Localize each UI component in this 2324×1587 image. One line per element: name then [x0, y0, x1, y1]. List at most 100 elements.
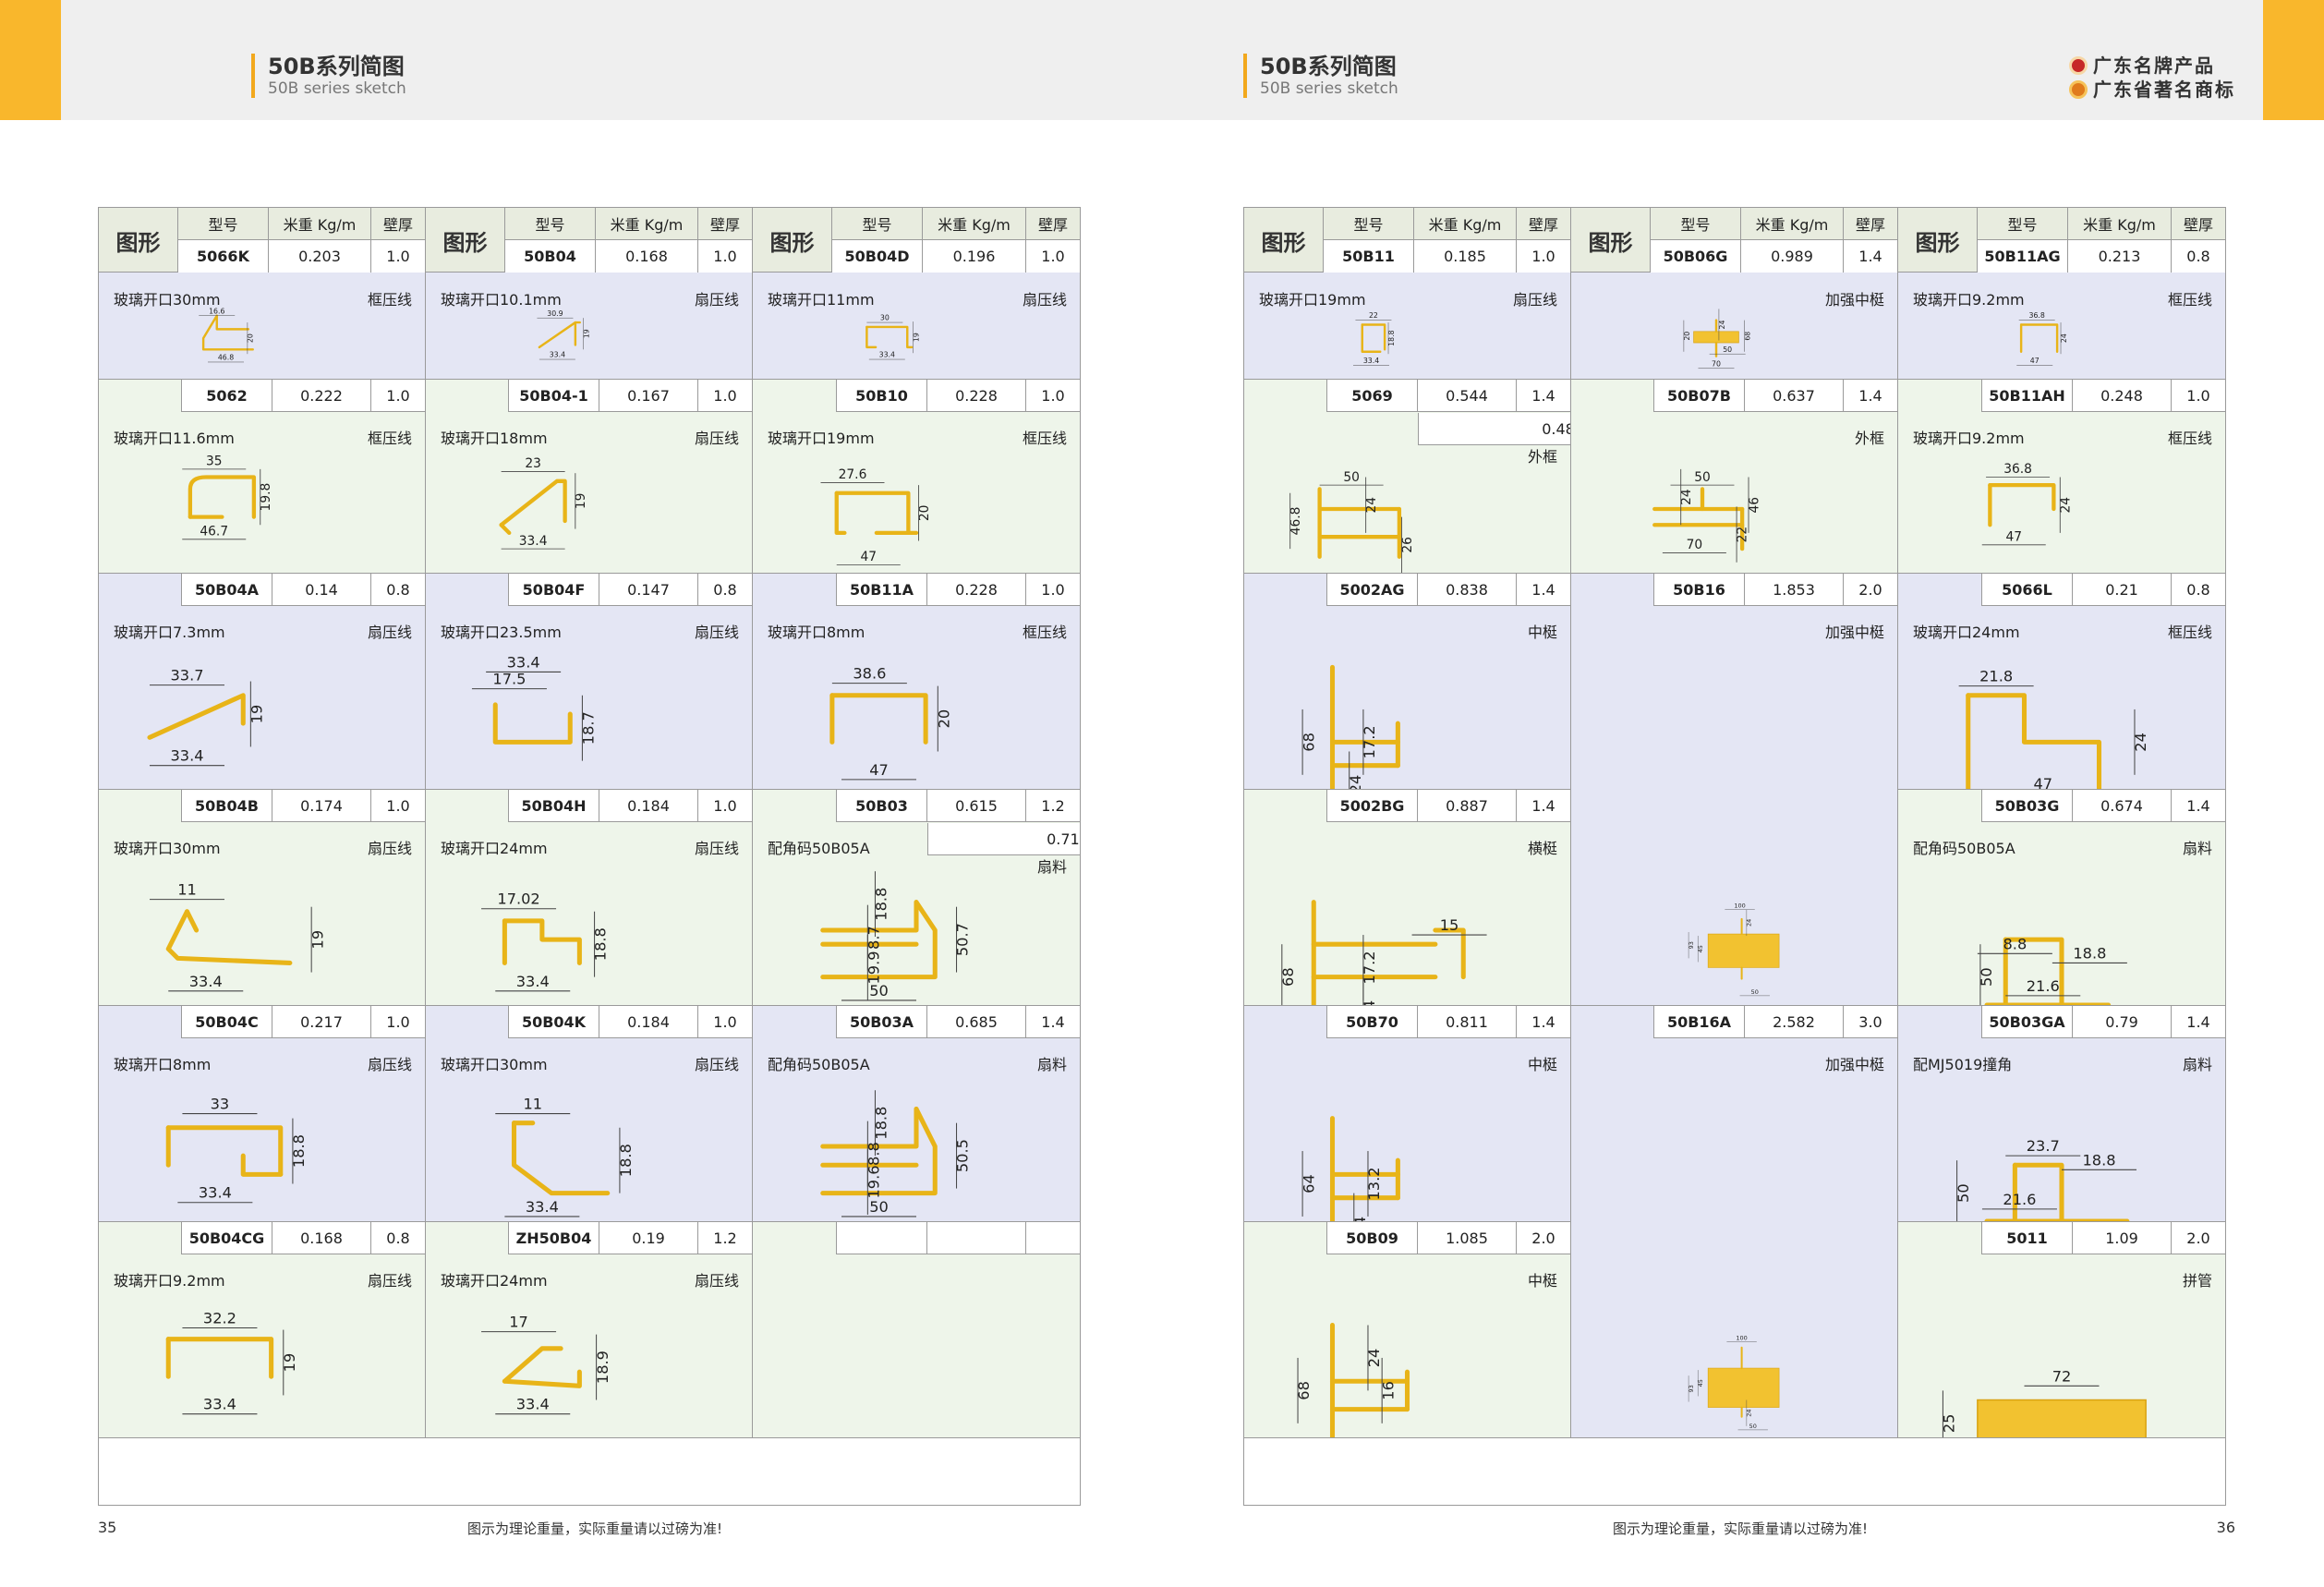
profile-type-label: 加强中梃 — [1824, 1056, 1884, 1073]
column-header: 图形 型号 米重 Kg/m 壁厚 50B04D 0.196 1.0 — [753, 208, 1080, 273]
thickness-header: 壁厚 — [709, 216, 740, 234]
profile-type-label: 拼管 — [2182, 1272, 2212, 1290]
profile-outline — [2003, 937, 2064, 1005]
page-right: 50B系列简图 50B series sketch 广东名牌产品 广东省著名商标… — [1162, 0, 2324, 1587]
model-header: 型号 — [832, 208, 923, 239]
dimension-label: 50 — [1978, 967, 1995, 987]
profile-drawing: 32.2 19 33.4 — [165, 1309, 298, 1415]
profile-cell: ZH50B04 0.19 1.2 玻璃开口24mm 扇压线 17 18.9 33.4 — [426, 1222, 753, 1438]
glass-opening-label: 玻璃开口11mm — [768, 291, 875, 309]
profile-outline — [240, 1153, 284, 1177]
weight-disclaimer: 图示为理论重量，实际重量请以过磅为准! — [467, 1520, 723, 1537]
thickness-value — [1026, 1222, 1080, 1254]
spec-row: 50B06G 0.989 1.4 — [1651, 240, 1897, 273]
spec-row: 5069 0.544 1.4 — [1326, 380, 1570, 412]
thickness-value: 1.0 — [1041, 248, 1065, 265]
dimension-label: 17.02 — [497, 890, 539, 908]
profile-cell: 图形 型号 米重 Kg/m 壁厚 50B11 0.185 1.0 玻璃开口19mm 扇压线 22 1… — [1244, 208, 1571, 380]
spec-row: 5062 0.222 1.0 — [181, 380, 425, 412]
page-number: 36 — [2216, 1519, 2235, 1536]
spec-row: 50B04 0.168 1.0 — [505, 240, 752, 273]
thickness-value: 1.2 — [1041, 796, 1065, 815]
dimension-label: 24 — [1718, 321, 1726, 330]
model-number: 5062 — [182, 380, 272, 411]
brand-line-2: 广东省著名商标 — [2093, 79, 2235, 101]
header-labels: 型号 米重 Kg/m 壁厚 — [832, 208, 1080, 240]
weight-value: 0.228 — [927, 380, 1026, 411]
column-header: 图形 型号 米重 Kg/m 壁厚 50B11 0.185 1.0 — [1244, 208, 1570, 273]
profile-sketch: 18.8 8.7 19.9 50.7 50 — [753, 855, 1080, 1005]
page-title: 50B系列简图 50B series sketch — [1243, 54, 1398, 98]
profile-drawing: 17.02 18.8 33.4 — [481, 890, 610, 992]
profile-outline — [499, 523, 512, 536]
profile-cell: 50B04C 0.217 1.0 玻璃开口8mm 扇压线 33 18.8 33.4 — [99, 1006, 426, 1222]
dimension-label: 24 — [2060, 333, 2068, 343]
profile-outline — [1988, 482, 2056, 512]
dimension-label: 27.6 — [839, 467, 867, 482]
weight-value: 0.168 — [272, 1222, 371, 1254]
profile-drawing: 27.6 20 47 — [820, 467, 932, 565]
profile-drawing: 35 19.8 46.7 — [182, 454, 273, 540]
profile-sketch: 32.2 19 33.4 — [99, 1288, 425, 1437]
model-number: 50B09 — [1327, 1222, 1418, 1254]
spec-row: 50B10 0.228 1.0 — [836, 380, 1080, 412]
dimension-label: 50 — [1694, 470, 1711, 485]
thickness-value: 1.4 — [1531, 580, 1555, 599]
profile-type-label: 扇压线 — [694, 840, 739, 857]
profile-drawing: 11 18.8 33.4 — [495, 1096, 635, 1218]
profile-type-label: 扇压线 — [1022, 291, 1067, 309]
spec-row: 50B09 1.085 2.0 — [1326, 1222, 1570, 1254]
dimension-label: 21.6 — [2003, 1191, 2036, 1208]
spec-row: 5002BG 0.887 1.4 — [1326, 790, 1570, 822]
dimension-label: 47 — [2005, 530, 2022, 545]
dimension-label: 24 — [1746, 919, 1753, 927]
profile-outline — [1707, 1367, 1780, 1408]
weight-value: 0.838 — [1418, 574, 1517, 605]
spec-row: 50B07B 0.637 1.4 — [1653, 380, 1897, 412]
spec-row: 50B04D 0.196 1.0 — [832, 240, 1080, 273]
weight-value: 1.853 — [1745, 574, 1844, 605]
profile-outline — [820, 1106, 938, 1196]
profile-cell: 5011 1.09 2.0 拼管 72 25 — [1898, 1222, 2225, 1438]
profile-cell: 图形 型号 米重 Kg/m 壁厚 50B06G 0.989 1.4 加强中梃 24 20 68 50 7… — [1571, 208, 1898, 380]
brand-famous-trademark: 广东省著名商标 — [2069, 78, 2235, 102]
profile-type-label: 扇压线 — [694, 624, 739, 641]
title-english: 50B series sketch — [268, 79, 406, 98]
thickness-value: 2.0 — [2186, 1229, 2210, 1247]
spec-row: 50B11AH 0.248 1.0 — [1981, 380, 2225, 412]
model-number: 50B03 — [837, 790, 927, 821]
thickness-value: 1.4 — [1858, 248, 1882, 265]
profile-drawing: 50 24 46.8 26 — [1289, 470, 1415, 573]
model-number: 50B11AG — [1978, 240, 2068, 273]
glass-opening-label: 玻璃开口19mm — [1259, 291, 1366, 309]
thickness-value: 0.8 — [2186, 248, 2210, 265]
profile-sketch: 11 18.8 33.4 — [426, 1072, 752, 1221]
profile-drawing: 100 24 93 45 50 — [1688, 903, 1780, 997]
glass-opening-label: 配角码50B05A — [768, 1056, 870, 1073]
weight-value: 0.887 — [1418, 790, 1517, 821]
weight-header: 米重 Kg/m — [1414, 208, 1517, 239]
profile-cell: 50B03A 0.685 1.4 配角码50B05A 扇料 18.8 8.8 19.6 50.5… — [753, 1006, 1080, 1222]
thickness-value: 1.0 — [386, 1012, 410, 1031]
dimension-label: 33.4 — [516, 1396, 550, 1413]
dimension-label: 25 — [1941, 1414, 1958, 1434]
weight-value: 0.615 — [927, 790, 1026, 821]
profile-cell: 50B16 1.853 2.0 加强中梃 100 24 93 45 50 — [1571, 574, 1898, 1006]
model-header: 型号 — [178, 208, 269, 239]
profile-type-label: 扇压线 — [694, 430, 739, 447]
profile-type-label: 扇压线 — [367, 840, 412, 857]
weight-value: 0.174 — [272, 790, 371, 821]
model-header: 型号 — [1324, 208, 1414, 239]
dimension-label: 33.4 — [519, 534, 548, 549]
glass-opening-label: 玻璃开口24mm — [1913, 624, 2020, 641]
profile-sketch: 100 24 93 45 50 — [1571, 855, 1897, 1005]
profile-sketch: 33 18.8 33.4 — [99, 1072, 425, 1221]
profile-sketch: 11 19 33.4 — [99, 855, 425, 1005]
dimension-label: 18.8 — [290, 1134, 308, 1168]
dimension-label: 18.8 — [873, 1107, 890, 1140]
profile-sketch: 30 19 33.4 — [753, 307, 1080, 379]
